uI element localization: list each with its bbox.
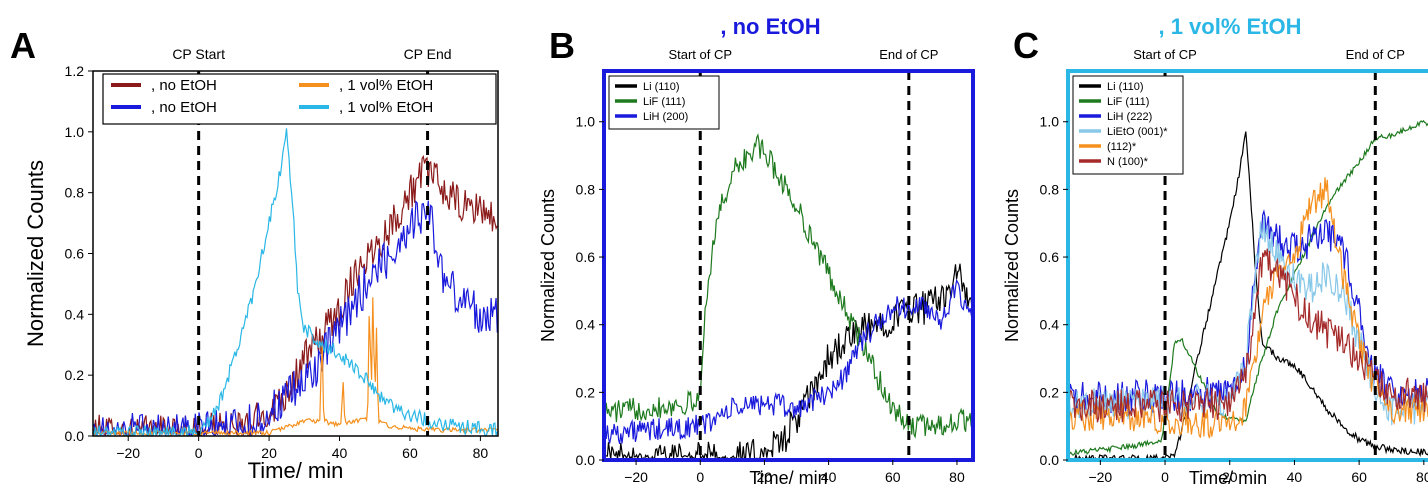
y-tick-label: 0.6 bbox=[1040, 249, 1060, 265]
x-tick-label: 0 bbox=[195, 445, 203, 461]
x-tick-label: −20 bbox=[624, 469, 648, 485]
y-axis-label: Normalized Counts bbox=[23, 160, 48, 347]
x-tick-label: 20 bbox=[1222, 469, 1238, 485]
y-tick-label: 1.0 bbox=[576, 114, 596, 130]
legend-label: LiF (111) bbox=[643, 96, 685, 108]
x-tick-label: 40 bbox=[1287, 469, 1303, 485]
series-line bbox=[604, 278, 973, 444]
panel-letter: B bbox=[549, 25, 575, 66]
x-tick-label: −20 bbox=[116, 445, 140, 461]
panel-title: , 1 vol% EtOH bbox=[1158, 14, 1301, 39]
series-line bbox=[604, 133, 973, 439]
legend-label: , no EtOH bbox=[151, 77, 217, 94]
x-tick-label: 80 bbox=[1416, 469, 1428, 485]
legend-box bbox=[102, 73, 497, 125]
legend-label: LiF (111) bbox=[1107, 96, 1149, 108]
legend-label: , no EtOH bbox=[151, 99, 217, 116]
y-tick-label: 0.6 bbox=[65, 246, 85, 262]
legend-label: , 1 vol% EtOH bbox=[339, 99, 433, 116]
series-line bbox=[1068, 119, 1428, 457]
legend-label: , 1 vol% EtOH bbox=[339, 77, 433, 94]
y-tick-label: 0.8 bbox=[1040, 181, 1060, 197]
y-tick-label: 0.8 bbox=[65, 185, 85, 201]
cp-label: Start of CP bbox=[668, 47, 732, 62]
legend-label: Li (110) bbox=[643, 81, 679, 93]
y-tick-label: 0.0 bbox=[1040, 452, 1060, 468]
x-tick-label: 20 bbox=[757, 469, 773, 485]
series-line bbox=[1068, 248, 1428, 423]
series-group bbox=[604, 133, 973, 460]
y-tick-label: 0.0 bbox=[576, 452, 596, 468]
y-tick-label: 0.6 bbox=[576, 249, 596, 265]
x-tick-label: 40 bbox=[821, 469, 837, 485]
y-tick-label: 0.4 bbox=[1040, 317, 1060, 333]
x-tick-label: 60 bbox=[1351, 469, 1367, 485]
cp-label: CP End bbox=[404, 46, 452, 62]
y-tick-label: 1.0 bbox=[65, 124, 85, 140]
y-tick-label: 0.4 bbox=[576, 317, 596, 333]
x-axis-label: Time/ min bbox=[248, 458, 344, 483]
x-tick-label: −20 bbox=[1088, 469, 1112, 485]
series-group bbox=[93, 128, 498, 436]
series-line bbox=[93, 200, 498, 436]
legend-label: (112)* bbox=[1107, 141, 1137, 153]
cp-label: Start of CP bbox=[1133, 47, 1197, 62]
legend: Li (110) LiF (111) LiH (222) LiEtO (001)* (… bbox=[1072, 75, 1184, 175]
y-axis-label: Normalized Counts bbox=[538, 189, 558, 342]
series-line bbox=[604, 263, 973, 460]
x-tick-label: 20 bbox=[261, 445, 277, 461]
legend-label: LiH (200) bbox=[643, 111, 688, 123]
panel-letter: C bbox=[1013, 25, 1039, 66]
x-tick-label: 0 bbox=[1161, 469, 1169, 485]
y-tick-label: 0.2 bbox=[576, 384, 596, 400]
legend-box bbox=[1072, 75, 1184, 175]
x-tick-label: 60 bbox=[885, 469, 901, 485]
y-tick-label: 0.4 bbox=[65, 306, 85, 322]
series-line bbox=[93, 297, 498, 436]
x-tick-label: 60 bbox=[402, 445, 418, 461]
x-axis-label: Time/ min bbox=[1189, 468, 1267, 487]
y-tick-label: 0.0 bbox=[65, 428, 85, 444]
cp-label: End of CP bbox=[879, 47, 938, 62]
series-line bbox=[1068, 177, 1428, 439]
cp-label: CP Start bbox=[172, 46, 225, 62]
panel-c: C , 1 vol% EtOH Start of CP End of CP −20 0 20… bbox=[1002, 14, 1428, 488]
y-axis-label: Normalized Counts bbox=[1002, 189, 1022, 342]
legend-label: Li (110) bbox=[1107, 81, 1143, 93]
x-tick-label: 80 bbox=[473, 445, 489, 461]
panel-a: A CP Start CP End −20 0 20 40 60 80 0.0 0.2 0.4 0.6 0… bbox=[10, 25, 499, 483]
panel-title: , no EtOH bbox=[720, 14, 820, 39]
plot-frame bbox=[602, 69, 975, 462]
x-tick-label: 80 bbox=[949, 469, 965, 485]
x-axis-label: Time/ min bbox=[749, 468, 827, 487]
cp-label: End of CP bbox=[1346, 47, 1405, 62]
series-line bbox=[93, 128, 498, 436]
legend: , no EtOH , no EtOH , 1 vol% EtOH , 1 vol% … bbox=[102, 73, 497, 125]
x-tick-label: 0 bbox=[696, 469, 704, 485]
y-tick-label: 1.0 bbox=[1040, 114, 1060, 130]
y-tick-label: 1.2 bbox=[65, 63, 85, 79]
legend-label: LiH (222) bbox=[1107, 111, 1152, 123]
y-tick-label: 0.2 bbox=[1040, 384, 1060, 400]
plot-frame bbox=[1066, 69, 1428, 462]
legend-label: N (100)* bbox=[1107, 156, 1149, 168]
panel-b: B , no EtOH Start of CP End of CP −20 0 20 40 60… bbox=[538, 14, 975, 488]
y-tick-label: 0.2 bbox=[65, 367, 85, 383]
y-tick-label: 0.8 bbox=[576, 181, 596, 197]
panel-letter: A bbox=[10, 25, 36, 66]
legend-label: LiEtO (001)* bbox=[1107, 126, 1168, 138]
series-line bbox=[1068, 217, 1428, 426]
legend: Li (110) LiF (111) LiH (200) bbox=[608, 75, 720, 130]
x-tick-label: 40 bbox=[332, 445, 348, 461]
